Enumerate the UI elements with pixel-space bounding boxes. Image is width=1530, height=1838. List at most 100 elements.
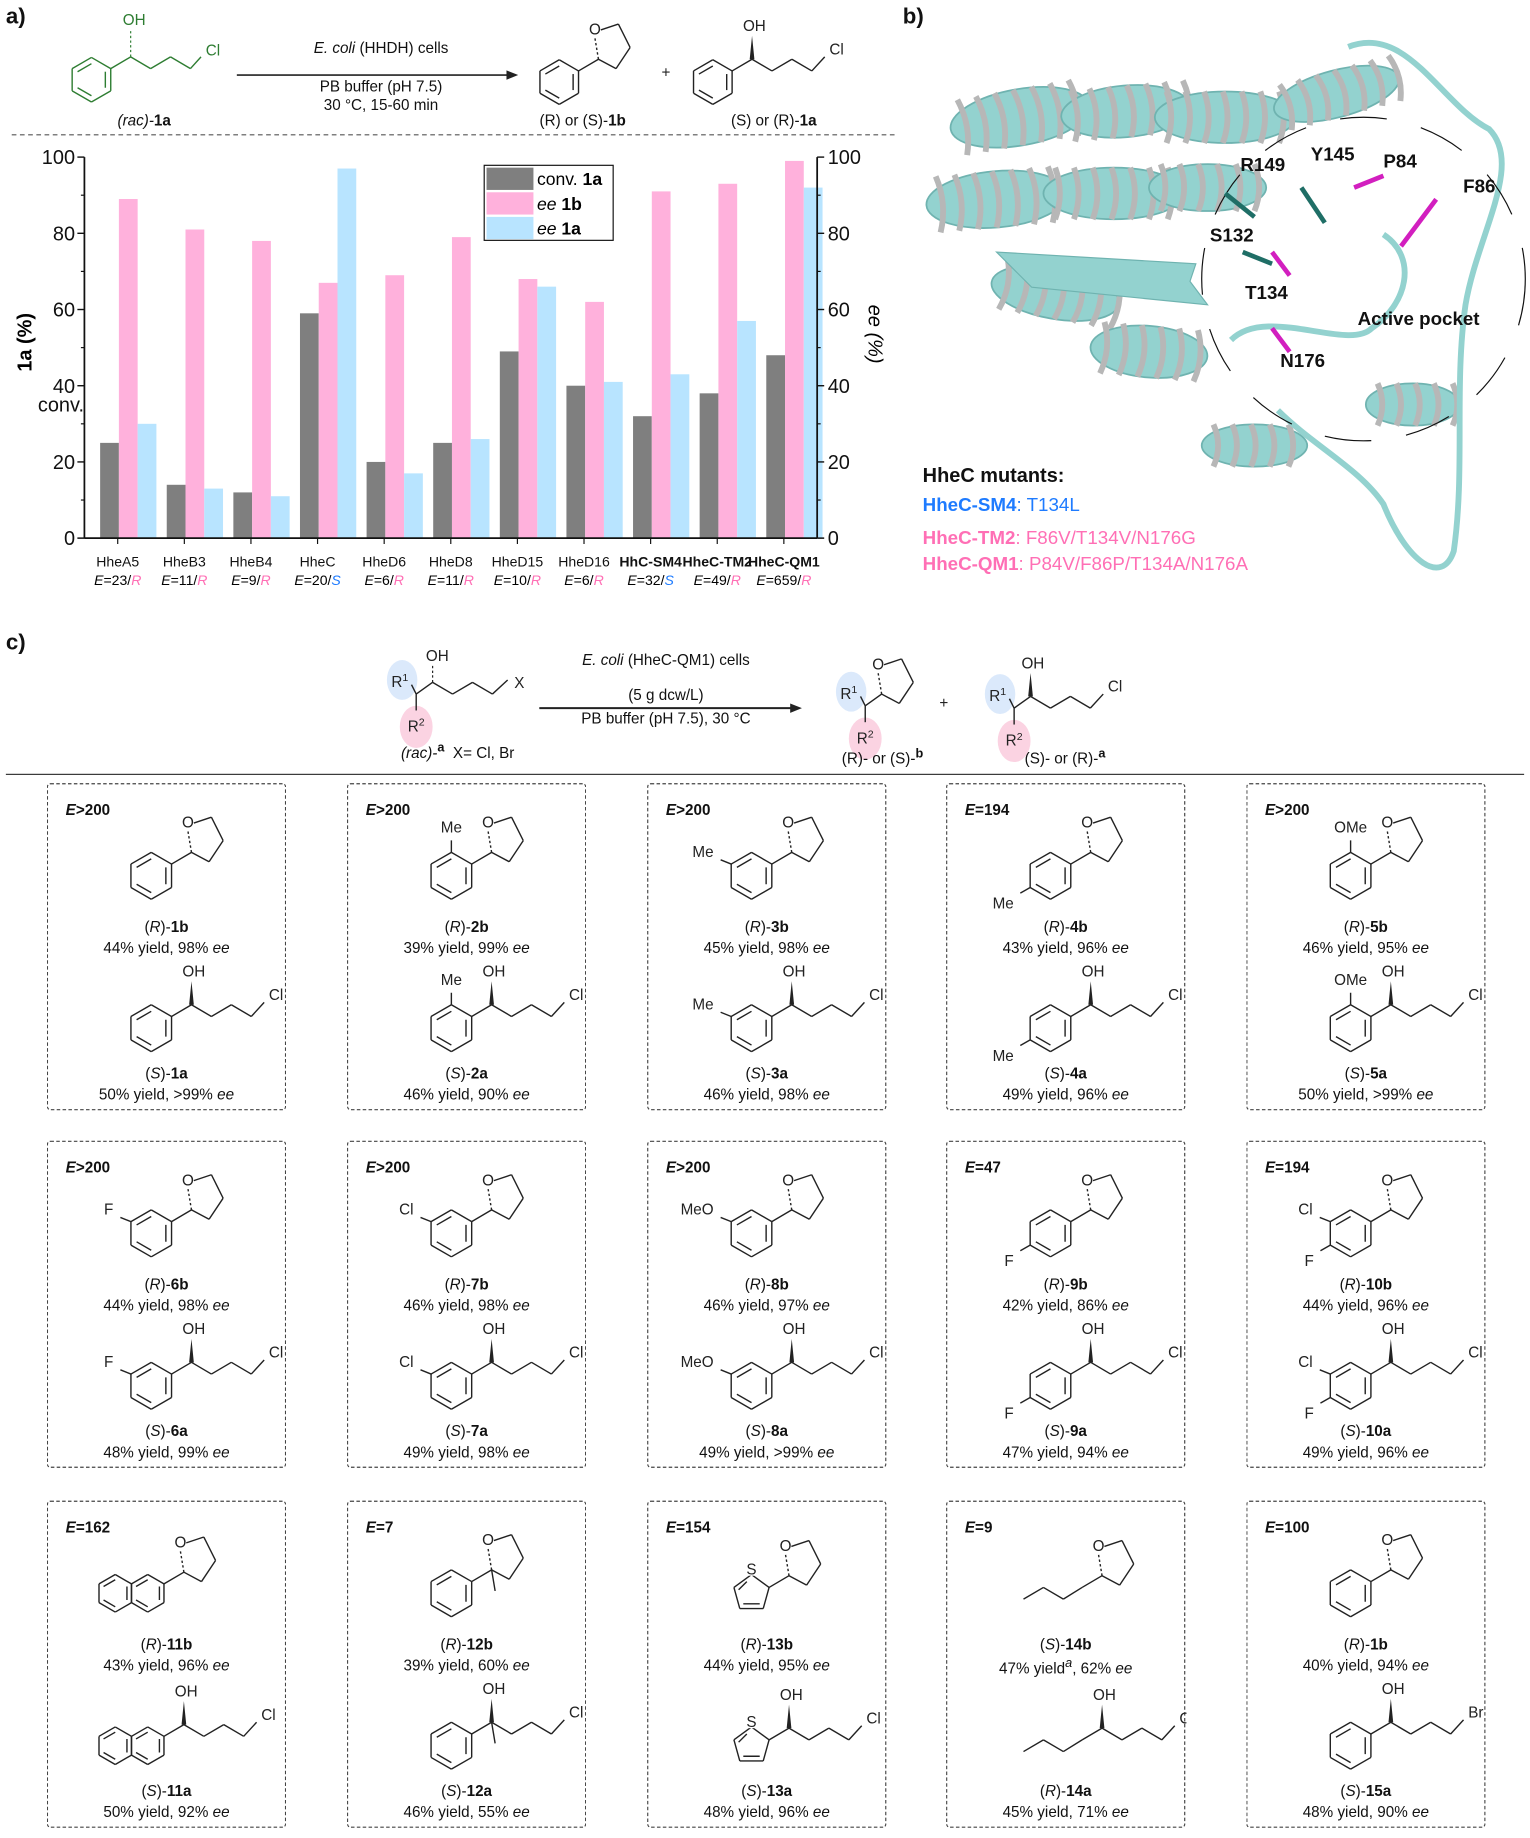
bond <box>1090 1361 1111 1375</box>
hydroxyl-label: OH <box>1093 1687 1116 1704</box>
bond <box>730 1209 752 1223</box>
compound-letter: b <box>915 746 924 761</box>
oxygen-label: O <box>1081 1172 1093 1189</box>
stereo-wedge-bond <box>1099 1704 1105 1729</box>
bond <box>150 1244 172 1258</box>
scheme-c-substrate-label: (rac)-a X= Cl, Br <box>401 741 514 761</box>
bar-ee-1b-HheC-QM1 <box>785 160 804 539</box>
bond <box>1035 1010 1051 1021</box>
mutant-mutations: : F86V/T134V/N176G <box>1015 528 1196 549</box>
bar-conv-1a-HheC-QM1 <box>766 355 786 539</box>
alcohol-structure: F OH Cl <box>1004 1321 1182 1422</box>
bond <box>1092 1174 1111 1182</box>
hydroxyl-label: OH <box>175 1683 198 1700</box>
right-tick-label: 100 <box>828 147 861 169</box>
bond <box>136 1036 152 1046</box>
alcohol-yield-ee: 50% yield, >99% ee <box>1298 1085 1434 1104</box>
product-structure: Me O <box>430 815 524 900</box>
helix-turn <box>1010 88 1027 146</box>
benzene-ring <box>1029 1004 1072 1053</box>
bond <box>1350 1004 1372 1018</box>
bond <box>1410 1361 1432 1375</box>
bond <box>211 1004 232 1018</box>
bond <box>544 89 560 99</box>
compound-card-13b-13a: E=154 S O (R)-13b 44% yield, 95% ee S OH Cl (S)-… <box>647 1500 887 1828</box>
alcohol-id: (S)-3a <box>745 1064 788 1083</box>
bond <box>98 1602 116 1613</box>
e-value: E=162 <box>65 1518 111 1536</box>
bond <box>1350 1244 1372 1258</box>
hydroxyl-label: OH <box>1382 964 1405 981</box>
product-id: (R)-7b <box>444 1275 489 1294</box>
bond <box>150 886 172 900</box>
bond <box>736 1215 752 1226</box>
product-yield-ee: 46% yield, 95% ee <box>1302 939 1429 957</box>
substituent-label: Cl <box>399 1354 413 1371</box>
bond <box>1370 1361 1392 1375</box>
product-a-label: (S) or (R)-1a <box>731 111 817 129</box>
category-label: HheA5 <box>96 553 139 569</box>
bond <box>558 59 579 72</box>
halide-label: Cl <box>866 1710 880 1727</box>
superscript: 1 <box>1000 686 1006 698</box>
alcohol-yield-ee: 49% yield, 96% ee <box>1302 1443 1429 1461</box>
hydroxyl-label: OH <box>1082 964 1105 981</box>
substituent-label: Cl <box>1298 1354 1312 1371</box>
bond <box>733 1726 752 1741</box>
bond <box>491 1569 510 1580</box>
config-prefix: (R)- or (S)- <box>841 749 916 768</box>
bond <box>420 1369 432 1375</box>
scheme-c-catalyst: E. coli (HheC-QM1) cells <box>582 651 750 669</box>
e-value: =23/ <box>103 572 131 588</box>
bond <box>1070 1361 1092 1375</box>
bond <box>730 851 752 865</box>
r1-highlight <box>835 671 867 712</box>
stereo-wedge-bond <box>189 981 194 1005</box>
helix-turn <box>1007 168 1021 227</box>
helix-turn <box>1238 90 1250 145</box>
bond <box>131 1573 149 1585</box>
product-yield-ee: 43% yield, 96% ee <box>1002 939 1129 957</box>
alcohol-id: (S)-4a <box>1044 1064 1087 1083</box>
bond <box>136 1010 152 1021</box>
e-symbol: E <box>65 800 76 819</box>
benzene-ring <box>1329 1569 1372 1618</box>
e-value: =32/ <box>637 572 665 588</box>
bond <box>430 1756 452 1770</box>
config-prefix: (S) or (R)- <box>731 111 800 129</box>
halide-label: Cl <box>1108 679 1122 696</box>
bond <box>733 1573 752 1588</box>
r1-highlight <box>386 660 418 700</box>
bond <box>771 851 793 865</box>
bond <box>1110 1361 1131 1375</box>
bond <box>811 1004 832 1018</box>
bond <box>751 1726 770 1741</box>
stereo-hashed-bond <box>1386 1188 1392 1211</box>
bond <box>1029 1039 1051 1053</box>
e-value: E=194 <box>1265 1158 1310 1176</box>
category-label: HheD6 <box>362 553 406 569</box>
helix-turn <box>1026 167 1040 225</box>
product-id: (R)-9b <box>1043 1275 1088 1294</box>
oxygen-label: O <box>1381 815 1393 832</box>
bond <box>1410 816 1424 841</box>
right-tick-label: 20 <box>828 452 850 474</box>
bond <box>1430 1721 1451 1735</box>
helix-turn <box>1412 382 1423 427</box>
bond <box>1430 1361 1451 1375</box>
alcohol-structure: Me OH Cl <box>692 964 884 1053</box>
product-id: (R)-1b <box>144 917 189 936</box>
bond <box>1062 1586 1083 1600</box>
bond <box>1081 1575 1103 1589</box>
bond <box>808 1727 830 1741</box>
bar-conv-1a-HheD6 <box>366 461 386 539</box>
helix-turn <box>1431 382 1442 427</box>
bond <box>751 58 773 72</box>
compound-card-7b-7a: E>200 Cl O (R)-7b 46% yield, 98% ee Cl OH Cl (S)… <box>347 1140 587 1468</box>
bond <box>1050 886 1072 900</box>
helix-turn <box>1108 166 1120 221</box>
hydroxyl-label: OH <box>1382 1681 1405 1698</box>
bond <box>730 1361 752 1375</box>
configuration: R <box>594 572 604 588</box>
bond <box>223 1723 245 1737</box>
